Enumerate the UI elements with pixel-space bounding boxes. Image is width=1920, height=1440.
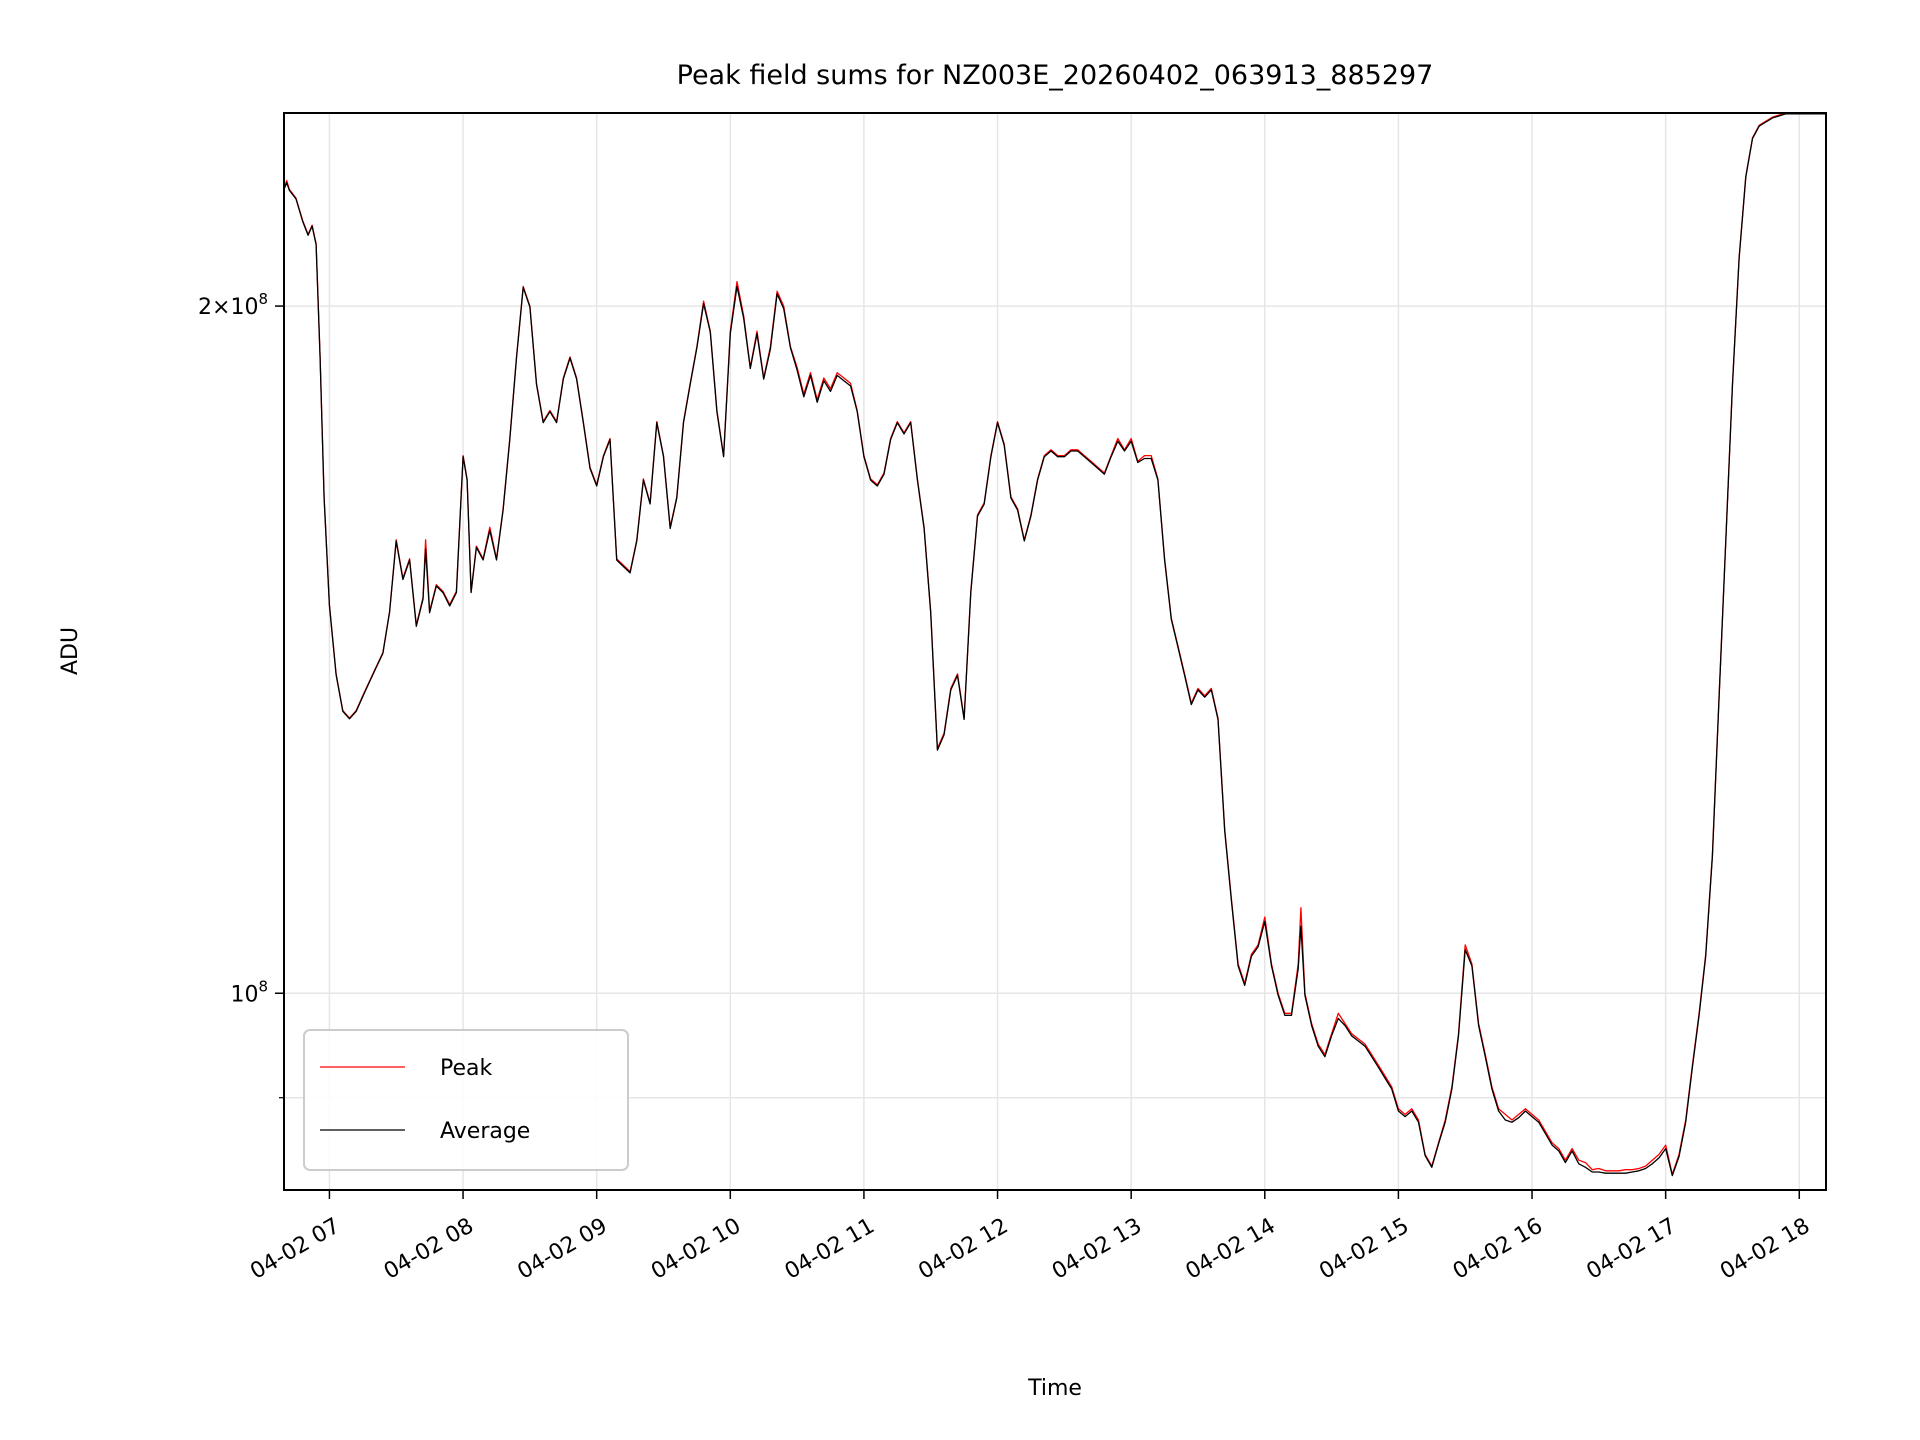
series-line-average [284,113,1826,1177]
plot-frame [283,112,1827,1191]
y-tick-label: 2×108 [198,290,268,320]
legend-peak-label: Peak [440,1056,492,1081]
grid-lines [284,113,1826,1190]
legend-average-label: Average [440,1119,530,1144]
legend-box [303,1029,629,1171]
series-layer [284,113,1826,1177]
y-axis: 2×108 108 [198,290,284,1099]
legend: Peak Average [303,1029,629,1171]
x-axis-label: Time [1027,1376,1082,1401]
y-axis-label: ADU [58,627,83,675]
y-tick-label: 108 [230,977,268,1007]
chart-title: Peak field sums for NZ003E_20260402_0639… [677,60,1434,91]
